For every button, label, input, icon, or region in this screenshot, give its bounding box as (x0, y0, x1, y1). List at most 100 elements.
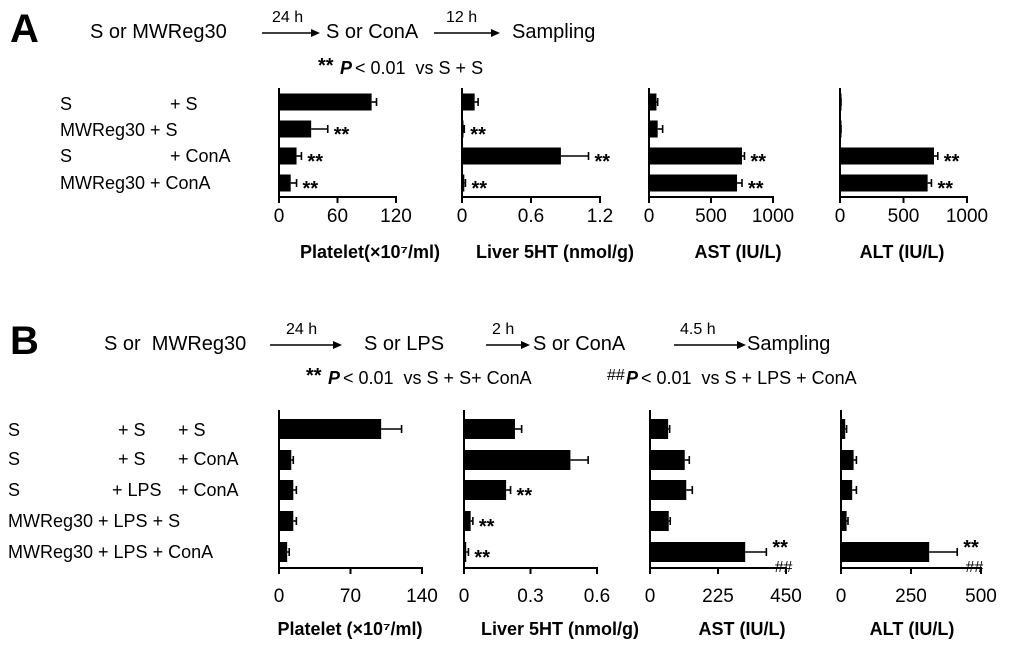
x-tick-label: 0 (645, 586, 656, 607)
panel-b-stat-note-2: ## P < 0.01 vs S + LPS + ConA (607, 367, 857, 388)
group-label-b-1-c: + S (178, 420, 206, 440)
bar (462, 147, 561, 165)
x-tick-label: 450 (770, 586, 802, 607)
panel-b-arrow-1-label: 24 h (286, 321, 317, 338)
panel-b-stat-2-p: P (626, 368, 639, 388)
x-tick-label: 0.3 (517, 586, 543, 607)
chart-b-ast: 0 225 450 AST (IU/L) **## (645, 410, 802, 639)
bar (649, 147, 742, 165)
x-tick-label: 500 (695, 206, 727, 227)
significance-label: ** (937, 178, 953, 200)
x-axis-title: AST (IU/L) (699, 619, 786, 639)
panel-a-stat-symbol: ** (318, 55, 334, 77)
panel-b-step-1: S or MWReg30 (104, 333, 246, 355)
bar (464, 480, 507, 500)
x-tick-label: 0 (836, 586, 847, 607)
group-label-b-3: S (8, 480, 20, 500)
x-tick-label: 0.6 (518, 206, 544, 227)
chart-b-liver-5ht: 0 0.3 0.6 Liver 5HT (nmol/g) ** ** ** (459, 410, 639, 639)
panel-b-stat-note-1: ** P < 0.01 vs S + S+ ConA (306, 365, 532, 388)
x-tick-label: 225 (702, 586, 734, 607)
group-label-b-5: MWReg30 + LPS + ConA (8, 542, 213, 562)
bar (841, 450, 854, 470)
group-label-a-1-b: + S (170, 94, 198, 114)
x-tick-label: 0 (274, 206, 285, 227)
group-label-a-1: S (60, 94, 72, 114)
panel-b-stat-1-text: < 0.01 vs S + S+ ConA (343, 368, 532, 388)
bar (649, 120, 658, 138)
significance-label: ** (517, 485, 533, 507)
bar (279, 174, 291, 192)
panel-b-arrow-2 (486, 341, 530, 349)
panel-b-stat-1-p: P (328, 368, 341, 388)
significance-label: ** (595, 151, 611, 173)
panel-a-step-3: Sampling (512, 21, 595, 43)
significance-label: ** (471, 178, 487, 200)
x-tick-label: 60 (327, 206, 348, 227)
significance-label: ** (479, 516, 495, 538)
x-tick-label: 120 (380, 206, 412, 227)
x-tick-label: 1000 (946, 206, 988, 227)
group-label-b-3-b: + LPS (112, 480, 162, 500)
x-axis-title: Liver 5HT (nmol/g) (481, 619, 639, 639)
group-label-b-2-b: + S (118, 449, 146, 469)
significance-label: ** (334, 124, 350, 146)
x-tick-label: 250 (895, 586, 927, 607)
bar (279, 120, 312, 138)
x-tick-label: 0 (274, 586, 285, 607)
bar (279, 93, 372, 111)
panel-b-step-4: Sampling (747, 333, 830, 355)
x-tick-label: 0 (457, 206, 468, 227)
x-tick-label: 0.6 (584, 586, 610, 607)
panel-b-stat-2-symbol: ## (607, 367, 625, 384)
panel-a-arrow-1-label: 24 h (272, 9, 303, 26)
x-axis-title: AST (IU/L) (695, 242, 782, 262)
chart-a-platelet: 0 60 120 Platelet(×10⁷/ml) ** ** ** (274, 88, 440, 262)
group-label-a-3: S (60, 146, 72, 166)
bar (650, 542, 746, 562)
bar (462, 174, 465, 192)
group-label-a-2: MWReg30 + S (60, 120, 178, 140)
x-tick-label: 0 (459, 586, 470, 607)
panel-a-step-2: S or ConA (326, 21, 419, 43)
x-axis-title: ALT (IU/L) (860, 242, 945, 262)
panel-b-step-2: S or LPS (364, 333, 444, 355)
bar (840, 147, 934, 165)
significance-label-2: ## (965, 559, 984, 576)
x-tick-label: 500 (965, 586, 997, 607)
bar (841, 542, 930, 562)
panel-a-stat-note: ** P < 0.01 vs S + S (318, 55, 483, 78)
x-tick-label: 0 (644, 206, 655, 227)
bar (462, 93, 475, 111)
x-axis-title: Platelet(×10⁷/ml) (300, 242, 440, 262)
significance-label: ** (474, 547, 490, 569)
chart-b-platelet: 0 70 140 Platelet (×10⁷/ml) (274, 410, 438, 639)
significance-label: ** (772, 537, 788, 559)
bar (279, 480, 294, 500)
panel-a-group-labels: S + S MWReg30 + S S + ConA MWReg30 + Con… (60, 94, 231, 193)
significance-label: ** (307, 151, 323, 173)
significance-label: ** (963, 537, 979, 559)
bar (279, 511, 294, 531)
significance-label-2: ## (774, 559, 793, 576)
x-tick-label: 1.2 (587, 206, 613, 227)
bar (840, 174, 928, 192)
panel-b-group-labels: S + S + S S + S + ConA S + LPS + ConA MW… (8, 420, 239, 562)
bar (464, 511, 471, 531)
bar (650, 419, 669, 439)
x-tick-label: 500 (888, 206, 920, 227)
panel-a-letter: A (10, 7, 39, 51)
bar (462, 120, 464, 138)
bar (279, 542, 288, 562)
x-axis-title: Platelet (×10⁷/ml) (278, 619, 423, 639)
bar (464, 450, 571, 470)
panel-b-letter: B (10, 319, 39, 363)
panel-b-arrow-3 (674, 341, 746, 349)
significance-label: ** (748, 178, 764, 200)
significance-label: ** (470, 124, 486, 146)
bar (279, 147, 297, 165)
chart-a-ast: 0 500 1000 AST (IU/L) ** ** (644, 88, 794, 262)
panel-a-stat-p: P (340, 58, 353, 78)
